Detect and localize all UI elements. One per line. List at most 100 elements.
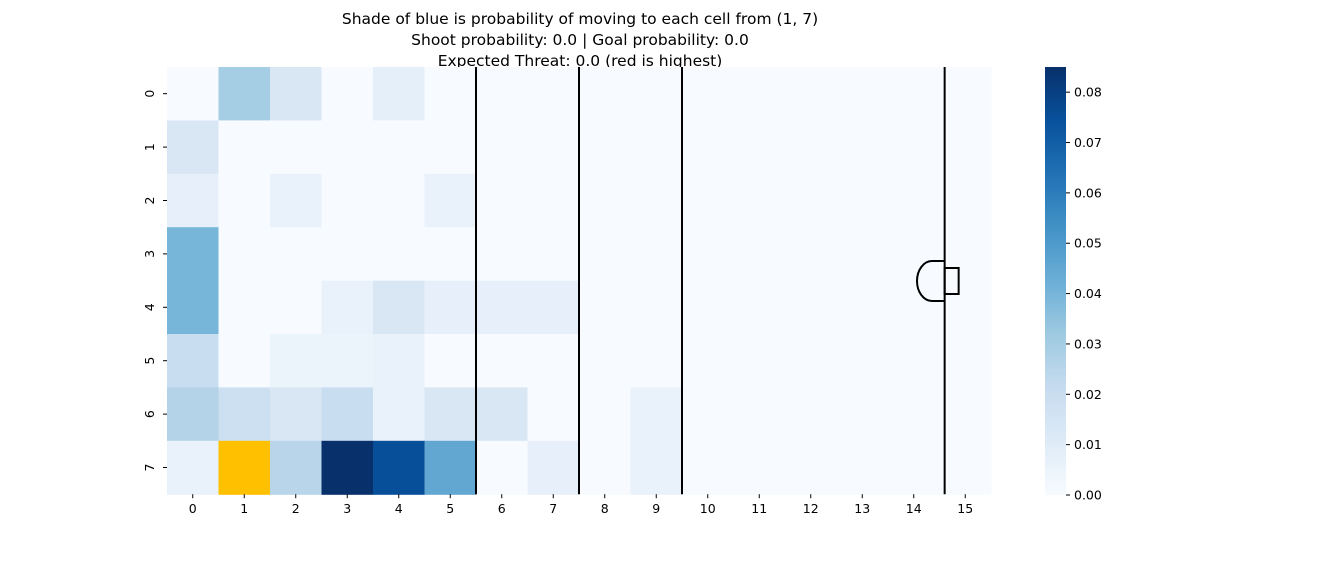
y-tick-label: 1 <box>142 143 157 151</box>
x-tick-label: 3 <box>343 501 351 516</box>
heatmap-cell <box>785 440 838 495</box>
heatmap-cell <box>373 120 426 175</box>
heatmap-cell <box>527 334 580 388</box>
heatmap-cell <box>682 334 735 388</box>
heatmap-cell <box>579 387 632 442</box>
heatmap-cell <box>733 67 786 121</box>
heatmap-cell <box>167 173 220 228</box>
heatmap-cell <box>424 440 477 495</box>
heatmap-cell <box>682 387 735 442</box>
heatmap-cell <box>836 227 889 282</box>
heatmap-cell <box>785 120 838 175</box>
colorbar-tick-label: 0.02 <box>1074 387 1102 402</box>
heatmap-cell <box>270 387 323 442</box>
heatmap-cell <box>579 227 632 282</box>
goal-drawing <box>916 260 960 302</box>
x-tick-label: 10 <box>700 501 716 516</box>
heatmap-cell <box>939 334 992 388</box>
heatmap-cell <box>321 440 374 495</box>
heatmap-cell <box>836 280 889 335</box>
x-tick-label: 4 <box>395 501 403 516</box>
heatmap-cell <box>733 173 786 228</box>
heatmap-cell <box>630 334 683 388</box>
heatmap-cell <box>888 227 941 282</box>
heatmap-cell <box>888 440 941 495</box>
heatmap-cell <box>373 173 426 228</box>
heatmap-cell <box>836 440 889 495</box>
heatmap-cell <box>476 440 529 495</box>
x-tick-label: 9 <box>652 501 660 516</box>
heatmap-cell <box>733 280 786 335</box>
x-tick-label: 13 <box>854 501 870 516</box>
heatmap-cell <box>836 173 889 228</box>
heatmap-cell <box>424 120 477 175</box>
heatmap-cell <box>785 67 838 121</box>
heatmap-cell <box>836 67 889 121</box>
heatmap-cell <box>785 387 838 442</box>
heatmap-cell <box>682 120 735 175</box>
title-line: Shoot probability: 0.0 | Goal probabilit… <box>411 31 749 49</box>
heatmap-cell <box>270 280 323 335</box>
heatmap-cell <box>167 67 220 121</box>
heatmap-cell <box>733 440 786 495</box>
heatmap-cell <box>682 440 735 495</box>
heatmap-cell <box>888 280 941 335</box>
heatmap-cell <box>939 120 992 175</box>
heatmap-cell <box>630 280 683 335</box>
heatmap-cell <box>424 334 477 388</box>
x-axis-ticks: 0 1 2 3 4 5 6 7 8 9 10 11 12 13 14 15 <box>189 494 973 516</box>
heatmap-cell <box>579 334 632 388</box>
colorbar: 0.00 0.01 0.02 0.03 0.04 0.05 0.06 0.07 0.08 <box>1045 67 1102 503</box>
x-tick-label: 8 <box>601 501 609 516</box>
y-tick-label: 4 <box>142 303 157 311</box>
heatmap-cell <box>682 227 735 282</box>
heatmap-cell <box>218 280 271 335</box>
title-line: Expected Threat: 0.0 (red is highest) <box>438 52 723 70</box>
heatmap-cell <box>476 173 529 228</box>
x-tick-label: 2 <box>292 501 300 516</box>
heatmap-cell <box>888 334 941 388</box>
title-line: Shade of blue is probability of moving t… <box>342 10 818 28</box>
heatmap-cell <box>424 227 477 282</box>
heatmap-cell <box>270 227 323 282</box>
heatmap-cell <box>579 440 632 495</box>
heatmap-cell <box>527 173 580 228</box>
y-tick-label: 2 <box>142 197 157 205</box>
heatmap-cell <box>836 334 889 388</box>
heatmap-cell <box>218 387 271 442</box>
heatmap-cell <box>373 67 426 121</box>
heatmap-cell <box>888 387 941 442</box>
x-tick-label: 0 <box>189 501 197 516</box>
y-tick-label: 7 <box>142 464 157 472</box>
goal-box <box>943 267 960 295</box>
heatmap-cell <box>218 334 271 388</box>
heatmap-cell <box>373 440 426 495</box>
heatmap-cell <box>733 120 786 175</box>
heatmap-cell <box>888 67 941 121</box>
colorbar-tick-label: 0.00 <box>1074 488 1102 503</box>
heatmap-cell <box>218 67 271 121</box>
x-tick-label: 7 <box>549 501 557 516</box>
heatmap-cell <box>424 173 477 228</box>
y-axis-ticks: 0 1 2 3 4 5 6 7 <box>142 90 167 472</box>
heatmap-cell <box>527 440 580 495</box>
heatmap-cell <box>630 173 683 228</box>
heatmap-cell <box>218 440 271 495</box>
heatmap-cell <box>630 120 683 175</box>
heatmap-cell <box>321 227 374 282</box>
heatmap-cell <box>321 280 374 335</box>
y-tick-label: 0 <box>142 90 157 98</box>
heatmap-cell <box>939 440 992 495</box>
heatmap-cell <box>270 334 323 388</box>
heatmap-cell <box>939 173 992 228</box>
heatmap-cell <box>939 67 992 121</box>
heatmap-cell <box>476 387 529 442</box>
heatmap-cell <box>167 120 220 175</box>
heatmap-cell <box>785 280 838 335</box>
heatmap-cell <box>167 280 220 335</box>
heatmap-cell <box>218 173 271 228</box>
penalty-arc <box>916 260 945 302</box>
heatmap-cells <box>167 67 992 495</box>
heatmap-cell <box>167 334 220 388</box>
